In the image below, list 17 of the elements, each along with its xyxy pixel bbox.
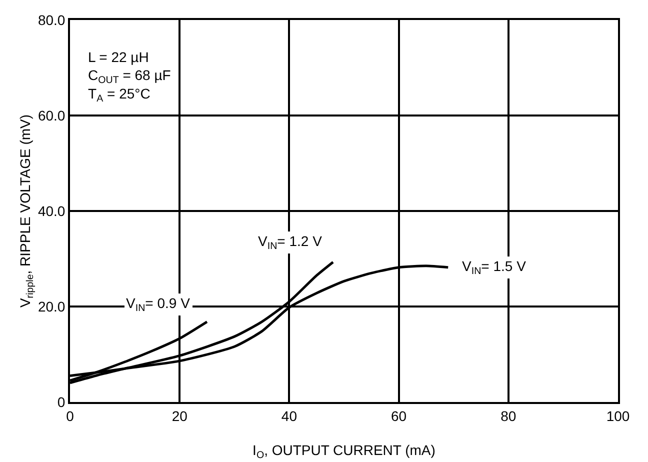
series-label: V$_{IN}$= 1.2 V	[258, 233, 323, 252]
x-tick-label: 60	[391, 408, 407, 424]
series-label: V$_{IN}$= 1.5 V	[462, 258, 527, 277]
x-axis-title: I$_{O}$, OUTPUT CURRENT (mA)	[252, 442, 436, 461]
annotation: C$_{OUT}$ = 68 µF	[88, 67, 171, 86]
x-tick-label: 40	[281, 408, 298, 424]
annotation: T$_{A}$ = 25°C	[88, 85, 150, 104]
x-tick-label: 20	[172, 408, 188, 424]
y-tick-label: 0	[57, 394, 66, 410]
x-tick-label: 80	[500, 408, 516, 424]
x-tick-label: 100	[606, 408, 630, 424]
y-tick-label: 40.0	[38, 202, 66, 219]
y-tick-label: 80.0	[38, 12, 66, 28]
series-label: V$_{IN}$= 0.9 V	[126, 295, 191, 314]
y-tick-label: 20.0	[38, 298, 66, 314]
annotation: L = 22 µH	[88, 49, 149, 65]
y-tick-label: 60.0	[38, 107, 66, 124]
